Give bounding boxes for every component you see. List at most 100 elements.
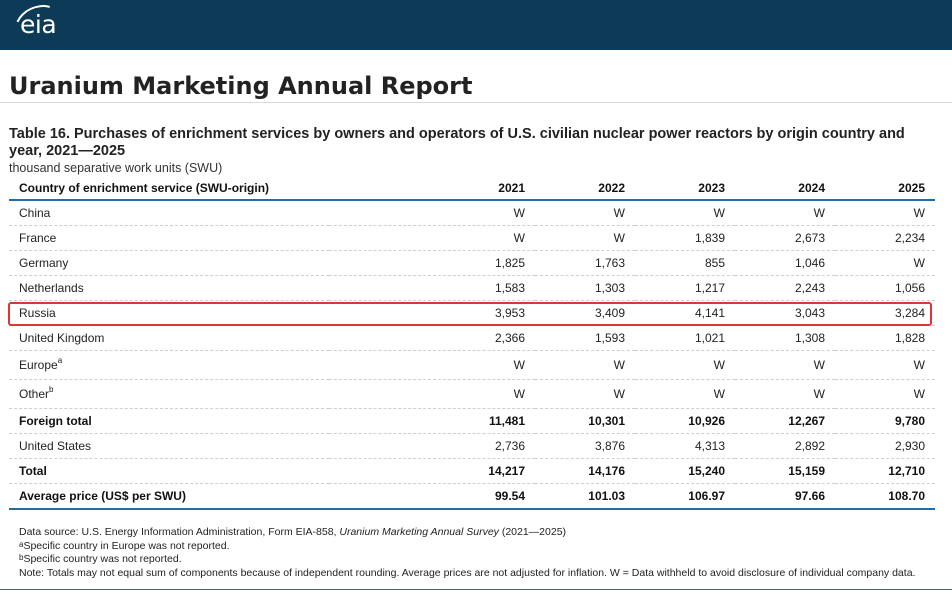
row-label: Total (9, 458, 329, 484)
table-cell: W (635, 379, 735, 409)
row-label: United States (9, 433, 329, 459)
table-cell: W (835, 350, 935, 380)
table-cell: 15,159 (735, 458, 835, 484)
row-label-text: United States (19, 439, 92, 453)
header-banner: eia (0, 0, 952, 55)
row-label-text: United Kingdom (19, 331, 105, 345)
data-source-note: Data source: U.S. Energy Information Adm… (19, 526, 915, 540)
row-label: United Kingdom (9, 325, 329, 351)
source-years: (2021—2025) (498, 526, 567, 538)
table-cell: 2,892 (735, 433, 835, 459)
table-cell: W (329, 225, 535, 251)
table-cell: W (735, 200, 835, 226)
row-label-text: Total (19, 464, 47, 478)
table-cell: W (535, 350, 635, 380)
source-survey-name: Uranium Marketing Annual Survey (339, 526, 499, 538)
row-label-text: Germany (19, 256, 69, 270)
table-cell: 2,243 (735, 275, 835, 301)
row-label: France (9, 225, 329, 251)
table-cell: 11,481 (329, 408, 535, 434)
table-row-europe: Europea W W W W W (9, 350, 935, 380)
table-cell: W (835, 250, 935, 276)
page-title: Uranium Marketing Annual Report (9, 72, 473, 100)
table-cell: 1,303 (535, 275, 635, 301)
table-cell: 1,308 (735, 325, 835, 351)
general-note: Note: Totals may not equal sum of compon… (19, 566, 916, 579)
table-cell: W (535, 200, 635, 226)
table-row-china: China W W W W W (9, 200, 935, 226)
table-row-united-kingdom: United Kingdom 2,366 1,593 1,021 1,308 1,828 (9, 325, 935, 351)
row-label-text: Average price (US$ per SWU) (19, 489, 186, 503)
table-cell: W (535, 225, 635, 251)
table-cell: W (535, 379, 635, 409)
column-header-year: 2024 (735, 177, 835, 201)
table-cell: 99.54 (329, 483, 535, 510)
table-cell: W (835, 200, 935, 226)
table-cell: W (735, 379, 835, 409)
footnote-marker: b (19, 553, 24, 563)
table-cell: 14,176 (535, 458, 635, 484)
table-units: thousand separative work units (SWU) (9, 161, 223, 175)
table-title: Table 16. Purchases of enrichment servic… (9, 126, 905, 159)
table-cell: W (635, 350, 735, 380)
footnote-a: aSpecific country in Europe was not repo… (19, 540, 915, 554)
table-cell: 2,673 (735, 225, 835, 251)
table-cell: 9,780 (835, 408, 935, 434)
row-label-text: France (19, 231, 57, 245)
table-cell: 1,839 (635, 225, 735, 251)
bottom-divider (0, 589, 952, 590)
table-cell: 3,284 (835, 300, 935, 326)
eia-logo[interactable]: eia (20, 10, 57, 39)
column-header-year: 2022 (535, 177, 635, 201)
row-label: Europea (9, 350, 329, 380)
source-text: Data source: U.S. Energy Information Adm… (19, 526, 340, 538)
row-label-text: Other (19, 387, 50, 401)
table-cell: 2,930 (835, 433, 935, 459)
footnote-marker: b (49, 385, 54, 394)
table-cell: 12,710 (835, 458, 935, 484)
table-cell: W (329, 350, 535, 380)
table-cell: 2,366 (329, 325, 535, 351)
table-cell: 1,583 (329, 275, 535, 301)
table-cell: 2,736 (329, 433, 535, 459)
table-cell: 15,240 (635, 458, 735, 484)
highlight-box-russia (8, 302, 932, 326)
table-row-other: Otherb W W W W W (9, 379, 935, 409)
table-row-germany: Germany 1,825 1,763 855 1,046 W (9, 250, 935, 276)
table-cell: 10,926 (635, 408, 735, 434)
table-cell: 106.97 (635, 483, 735, 510)
table-cell: 1,217 (635, 275, 735, 301)
table-cell: 1,828 (835, 325, 935, 351)
table-row-united-states: United States 2,736 3,876 4,313 2,892 2,930 (9, 433, 935, 459)
table-cell: 1,825 (329, 250, 535, 276)
table-cell: 1,763 (535, 250, 635, 276)
row-label-text: Russia (19, 306, 56, 320)
table-cell: 3,876 (535, 433, 635, 459)
row-label: Netherlands (9, 275, 329, 301)
table-cell: 101.03 (535, 483, 635, 510)
table-row-netherlands: Netherlands 1,583 1,303 1,217 2,243 1,056 (9, 275, 935, 301)
row-label-text: Foreign total (19, 414, 92, 428)
table-cell: 1,056 (835, 275, 935, 301)
row-label-text: Netherlands (19, 281, 84, 295)
column-header-year: 2023 (635, 177, 735, 201)
table-cell: 1,593 (535, 325, 635, 351)
table-cell: 1,046 (735, 250, 835, 276)
table-cell: 2,234 (835, 225, 935, 251)
row-label: Foreign total (9, 408, 329, 434)
table-cell: 1,021 (635, 325, 735, 351)
table-cell: W (835, 379, 935, 409)
footnote-text: Specific country in Europe was not repor… (23, 539, 230, 552)
table-row-total: Total 14,217 14,176 15,240 15,159 12,710 (9, 458, 935, 484)
table-notes: Data source: U.S. Energy Information Adm… (19, 526, 915, 580)
row-label-text: Europe (19, 358, 58, 372)
row-label: Russia (9, 300, 329, 326)
table-cell: 14,217 (329, 458, 535, 484)
row-label-text: China (19, 206, 51, 220)
column-header-year: 2025 (835, 177, 935, 201)
table-cell: 12,267 (735, 408, 835, 434)
table-cell: W (329, 379, 535, 409)
footnote-b: bSpecific country was not reported. (19, 553, 915, 567)
table-cell: 108.70 (835, 483, 935, 510)
footnote-marker: a (19, 539, 24, 549)
